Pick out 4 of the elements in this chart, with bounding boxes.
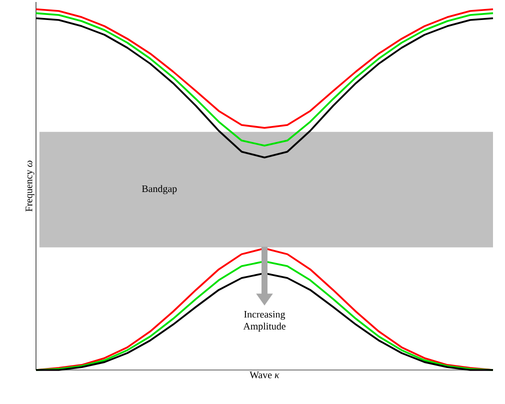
y-axis-title: Frequency ω bbox=[26, 160, 34, 212]
band-label: Bandgap bbox=[142, 185, 177, 194]
annotation: Increasing Amplitude bbox=[243, 310, 286, 332]
x-axis-title: Wave κ bbox=[250, 372, 280, 378]
